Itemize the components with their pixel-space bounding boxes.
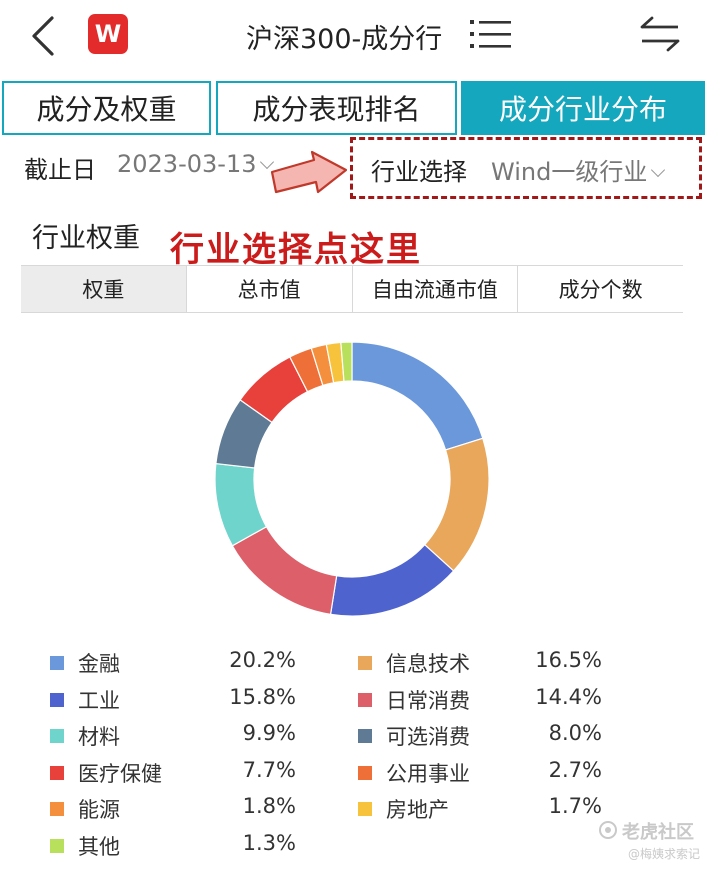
legend-swatch — [358, 765, 372, 780]
legend-label: 材料 — [78, 725, 120, 750]
legend-item: 金融 20.2% — [50, 648, 296, 678]
donut-slice[interactable] — [329, 543, 455, 617]
legend-value: 8.0% — [548, 721, 602, 746]
legend-item: 其他 1.3% — [50, 831, 296, 861]
industry-label: 行业选择 — [371, 158, 467, 186]
legend-item: 材料 9.9% — [50, 721, 296, 751]
legend-item: 日常消费 14.4% — [358, 685, 602, 715]
legend-item: 医疗保健 7.7% — [50, 758, 296, 788]
subtab-weight[interactable]: 权重 — [21, 266, 186, 312]
legend-label: 房地产 — [386, 798, 449, 823]
legend-value: 9.9% — [242, 721, 296, 746]
donut-slice[interactable] — [351, 341, 484, 451]
industry-selector[interactable]: 行业选择 Wind一级行业 — [350, 137, 702, 199]
legend-swatch — [358, 729, 372, 744]
legend-label: 公用事业 — [386, 761, 470, 786]
menu-icon[interactable] — [470, 16, 512, 52]
legend-value: 7.7% — [242, 757, 296, 782]
chevron-down-icon — [651, 162, 666, 178]
legend-item: 信息技术 16.5% — [358, 648, 602, 678]
tiger-community-icon — [599, 821, 617, 839]
legend-swatch — [50, 656, 64, 670]
legend-swatch — [50, 729, 64, 744]
industry-value-wrap: Wind一级行业 — [491, 152, 666, 187]
tab-constituents-weight[interactable]: 成分及权重 — [2, 81, 211, 135]
legend-value: 15.8% — [229, 684, 296, 709]
legend-label: 信息技术 — [386, 652, 470, 676]
legend-label: 可选消费 — [386, 725, 470, 750]
subtab-free-float-market-cap[interactable]: 自由流通市值 — [351, 266, 518, 312]
industry-donut-chart — [214, 341, 490, 617]
legend-item: 可选消费 8.0% — [358, 721, 602, 751]
watermark-line2: @梅姨求索记 — [628, 847, 701, 861]
logo-text: W — [94, 20, 122, 48]
top-nav: W 沪深300-成分行 — [0, 0, 707, 75]
legend-label: 日常消费 — [386, 688, 470, 713]
legend-label: 能源 — [78, 798, 120, 823]
legend-item: 能源 1.8% — [50, 794, 296, 824]
legend-label: 工业 — [78, 688, 120, 713]
section-title: 行业权重 — [32, 223, 140, 254]
legend-swatch — [358, 802, 372, 817]
legend-item: 工业 15.8% — [50, 685, 296, 715]
main-tabs: 成分及权重 成分表现排名 成分行业分布 — [2, 81, 705, 135]
subtab-total-market-cap[interactable]: 总市值 — [185, 266, 352, 312]
legend-swatch — [50, 765, 64, 780]
tab-industry-distribution[interactable]: 成分行业分布 — [461, 81, 705, 135]
legend-value: 16.5% — [535, 648, 602, 672]
date-label: 截止日 — [24, 156, 96, 184]
legend-label: 其他 — [78, 835, 120, 859]
legend-value: 14.4% — [535, 684, 602, 709]
back-icon[interactable] — [24, 14, 64, 58]
legend-value: 1.3% — [242, 831, 296, 855]
legend-item: 公用事业 2.7% — [358, 758, 602, 788]
metric-tabs: 权重 总市值 自由流通市值 成分个数 — [21, 265, 683, 313]
annotation-text: 行业选择点这里 — [170, 230, 422, 270]
legend-label: 金融 — [78, 652, 120, 676]
legend-swatch — [358, 656, 372, 670]
legend-value: 20.2% — [229, 648, 296, 672]
pointing-arrow-icon — [270, 150, 348, 194]
donut-slice[interactable] — [340, 341, 353, 382]
date-value: 2023-03-13 — [117, 150, 257, 178]
legend-swatch — [50, 692, 64, 707]
industry-value: Wind一级行业 — [491, 158, 648, 186]
legend-swatch — [50, 839, 64, 853]
legend-value: 1.7% — [548, 794, 602, 819]
switch-icon[interactable] — [638, 14, 682, 54]
donut-slice[interactable] — [231, 525, 338, 615]
subtab-constituent-count[interactable]: 成分个数 — [517, 266, 683, 312]
legend-value: 1.8% — [242, 794, 296, 819]
page-title: 沪深300-成分行 — [246, 24, 443, 55]
donut-slice[interactable] — [423, 437, 490, 572]
legend-swatch — [50, 802, 64, 817]
watermark: 老虎社区 @梅姨求索记 — [598, 818, 703, 866]
date-selector[interactable]: 2023-03-13 — [117, 150, 275, 178]
watermark-line1: 老虎社区 — [622, 822, 694, 843]
legend-value: 2.7% — [548, 757, 602, 782]
legend-label: 医疗保健 — [78, 761, 162, 786]
legend-item: 房地产 1.7% — [358, 794, 602, 824]
tab-constituents-performance[interactable]: 成分表现排名 — [216, 81, 457, 135]
legend-swatch — [358, 692, 372, 707]
wind-logo-icon: W — [88, 14, 128, 54]
